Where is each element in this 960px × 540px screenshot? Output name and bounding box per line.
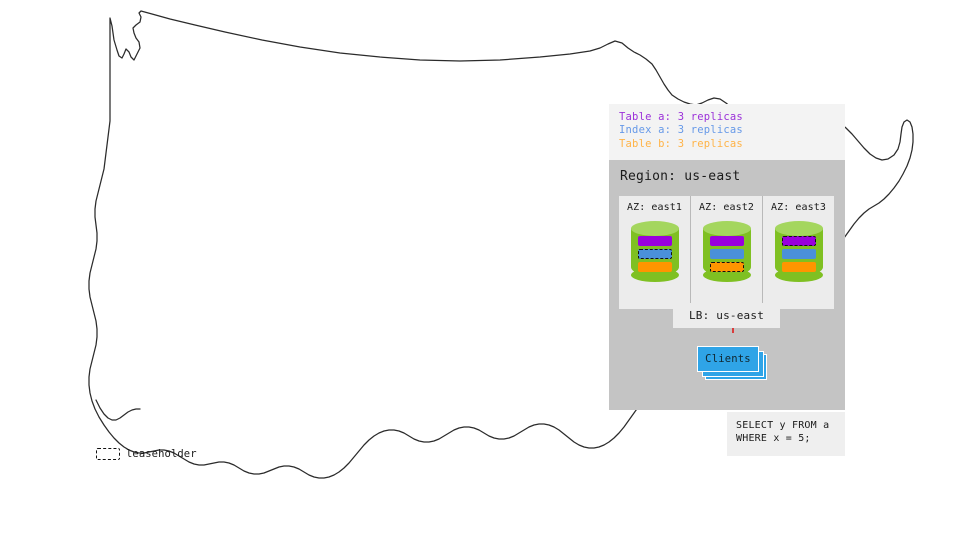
- replica-bars-east3: [781, 236, 816, 272]
- az-cell-east2: AZ: east2: [690, 196, 762, 309]
- clients-card-front: Clients: [697, 346, 759, 372]
- sql-line-1: SELECT y FROM a: [736, 420, 830, 431]
- replica-bars-east1: [637, 236, 672, 272]
- cylinder-top: [774, 221, 823, 236]
- clients-stack: Clients: [697, 346, 769, 382]
- replica-bar-table-a-east3: [781, 236, 816, 246]
- cylinder-top: [702, 221, 751, 236]
- replica-bars-east2: [709, 236, 744, 272]
- az-cell-east3: AZ: east3: [762, 196, 834, 309]
- replica-bar-table-b-east1: [637, 262, 672, 272]
- az-container: AZ: east1 AZ: east2: [619, 196, 834, 309]
- replica-bar-index-a-east1: [637, 249, 672, 259]
- az-cell-east1: AZ: east1: [619, 196, 690, 309]
- replica-bar-index-a-east2: [709, 249, 744, 259]
- leaseholder-key-label: leaseholder: [126, 448, 197, 460]
- region-panel-us-east: Region: us-east AZ: east1 AZ: east2: [609, 160, 845, 410]
- legend-row-index-a: Index a: 3 replicas: [619, 124, 743, 137]
- replica-bar-index-a-east3: [781, 249, 816, 259]
- load-balancer-box: LB: us-east: [673, 303, 780, 328]
- leaseholder-key: leaseholder: [96, 448, 197, 460]
- node-cylinder-east1: [630, 221, 679, 283]
- replica-legend-panel: Table a: 3 replicas Index a: 3 replicas …: [609, 104, 845, 160]
- az-label-east3: AZ: east3: [770, 202, 827, 213]
- legend-row-table-a: Table a: 3 replicas: [619, 111, 743, 123]
- replica-bar-table-a-east1: [637, 236, 672, 246]
- az-label-east2: AZ: east2: [698, 202, 755, 213]
- load-balancer-label: LB: us-east: [688, 309, 765, 322]
- legend-row-table-b: Table b: 3 replicas: [619, 137, 743, 150]
- leaseholder-dashed-swatch: [96, 448, 120, 460]
- clients-label: Clients: [705, 353, 751, 365]
- sql-line-2: WHERE x = 5;: [736, 433, 811, 444]
- sql-query-box: SELECT y FROM a WHERE x = 5;: [727, 412, 845, 456]
- replica-bar-table-b-east2: [709, 262, 744, 272]
- node-cylinder-east2: [702, 221, 751, 283]
- az-label-east1: AZ: east1: [626, 202, 683, 213]
- replica-bar-table-a-east2: [709, 236, 744, 246]
- replica-bar-table-b-east3: [781, 262, 816, 272]
- node-cylinder-east3: [774, 221, 823, 283]
- cylinder-top: [630, 221, 679, 236]
- region-title: Region: us-east: [620, 169, 741, 184]
